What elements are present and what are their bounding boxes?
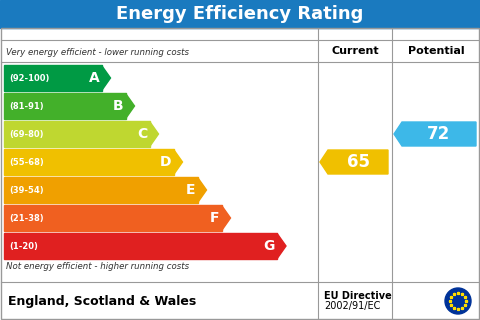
Polygon shape (149, 121, 158, 147)
Text: B: B (113, 99, 123, 113)
Text: (55-68): (55-68) (9, 157, 44, 166)
Polygon shape (277, 233, 286, 259)
Text: A: A (89, 71, 99, 85)
Text: England, Scotland & Wales: England, Scotland & Wales (8, 294, 196, 308)
Text: D: D (160, 155, 171, 169)
Text: (69-80): (69-80) (9, 130, 44, 139)
Text: Not energy efficient - higher running costs: Not energy efficient - higher running co… (6, 262, 189, 271)
Polygon shape (394, 122, 476, 146)
Text: 65: 65 (347, 153, 370, 171)
Bar (4, 177, 197, 203)
Text: (39-54): (39-54) (9, 186, 44, 195)
Polygon shape (173, 149, 182, 175)
Text: (92-100): (92-100) (9, 74, 49, 83)
Text: EU Directive: EU Directive (324, 291, 392, 301)
Text: (81-91): (81-91) (9, 101, 44, 110)
Text: (1-20): (1-20) (9, 242, 38, 251)
Bar (4, 205, 221, 231)
Polygon shape (197, 177, 206, 203)
Text: G: G (264, 239, 275, 253)
Text: Energy Efficiency Rating: Energy Efficiency Rating (116, 5, 364, 23)
Bar (0, 0, 480, 28)
Text: Very energy efficient - lower running costs: Very energy efficient - lower running co… (6, 48, 189, 57)
Bar (4, 149, 173, 175)
Text: Potential: Potential (408, 46, 464, 56)
Polygon shape (221, 205, 230, 231)
Polygon shape (125, 93, 134, 119)
Text: E: E (186, 183, 195, 197)
Text: 72: 72 (427, 125, 451, 143)
Text: Current: Current (331, 46, 379, 56)
Polygon shape (320, 150, 388, 174)
Circle shape (445, 288, 471, 314)
Polygon shape (101, 65, 110, 91)
Bar (4, 65, 101, 91)
Text: (21-38): (21-38) (9, 213, 44, 222)
Text: C: C (137, 127, 147, 141)
Bar (4, 233, 277, 259)
Text: 2002/91/EC: 2002/91/EC (324, 301, 380, 311)
Bar (4, 93, 125, 119)
Text: F: F (210, 211, 219, 225)
Bar (4, 121, 149, 147)
